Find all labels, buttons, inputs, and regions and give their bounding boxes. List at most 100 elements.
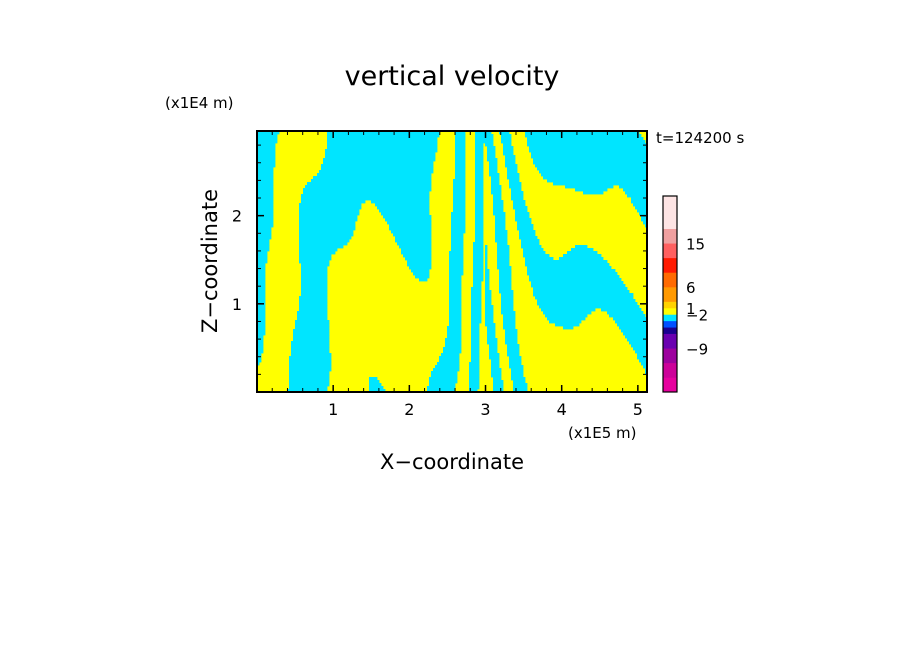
field-cell [443,350,462,354]
field-cell [445,338,462,342]
field-cell [257,257,268,261]
field-cell [299,257,332,261]
field-cell [257,161,276,165]
field-cell [485,317,494,321]
field-cell [505,158,516,162]
field-cell [511,194,524,198]
field-cell [529,278,622,282]
field-cell [287,389,328,392]
field-cell [517,227,534,231]
field-cell [475,137,494,141]
field-cell [295,323,330,327]
field-cell [631,200,647,204]
field-cell [291,350,330,354]
field-cell [513,386,528,390]
field-cell [451,248,464,252]
field-cell [299,212,360,216]
field-cell [533,161,647,165]
x-unit-label: (x1E5 m) [568,424,637,442]
field-cell [525,260,608,264]
field-cell [449,251,464,255]
field-cell [371,200,430,204]
field-cell [257,155,276,159]
colorbar-swatch [663,243,677,259]
field-cell [431,374,458,378]
colorbar-swatch [663,348,677,364]
field-cell [485,251,488,255]
field-cell [623,332,647,336]
field-cell [475,224,484,228]
field-cell [299,302,328,306]
field-cell [389,227,432,231]
colorbar-frame [662,195,678,393]
field-cell [471,287,482,291]
field-cell [449,317,462,321]
field-cell [533,158,647,162]
field-cell [505,341,518,345]
x-axis-label: X−coordinate [380,450,524,474]
field-cell [513,206,528,210]
field-cell [475,209,484,213]
field-cell [531,284,626,288]
field-cell [501,134,512,138]
field-cell [301,269,328,273]
field-cell [401,248,432,252]
field-cell [515,209,528,213]
field-cell [509,359,522,363]
field-cell [469,380,480,384]
field-cell [485,278,490,282]
field-cell [475,179,484,183]
chart-title: vertical velocity [345,61,560,92]
field-cell [471,320,482,324]
field-cell [257,338,264,342]
field-cell [489,356,500,360]
field-cell [643,221,647,225]
field-cell [475,191,484,195]
field-cell [257,218,274,222]
field-cell [511,191,524,195]
field-cell [473,254,484,258]
field-cell [475,230,484,234]
field-cell [257,266,266,270]
field-cell [491,191,502,195]
field-cell [257,149,276,153]
field-cell [539,170,647,174]
field-cell [257,353,262,357]
field-cell [491,188,502,192]
colorbar-label: 15 [686,235,705,253]
field-cell [491,362,500,366]
field-cell [471,299,482,303]
field-cell [491,176,500,180]
field-cell [257,281,266,285]
field-cell [487,152,496,156]
field-cell [509,356,522,360]
field-cell [391,230,432,234]
field-cell [449,263,464,267]
field-cell [449,290,462,294]
field-cell [497,248,510,252]
field-cell [513,380,526,384]
field-cell [471,290,482,294]
field-cell [529,275,620,279]
field-cell [475,161,484,165]
field-cell [451,242,464,246]
field-cell [491,365,500,369]
field-cell [619,185,647,189]
field-cell [549,320,582,324]
field-cell [487,329,496,333]
field-cell [501,137,512,141]
field-cell [523,254,550,258]
field-cell [291,353,332,357]
field-cell [495,221,506,225]
field-cell [487,335,496,339]
field-cell [257,167,274,171]
field-cell [453,182,466,186]
field-cell [443,347,462,351]
field-cell [257,200,274,204]
field-cell [303,191,430,195]
field-cell [511,374,524,378]
field-cell [487,341,498,345]
field-cell [291,341,330,345]
field-cell [295,326,330,330]
field-cell [475,203,484,207]
